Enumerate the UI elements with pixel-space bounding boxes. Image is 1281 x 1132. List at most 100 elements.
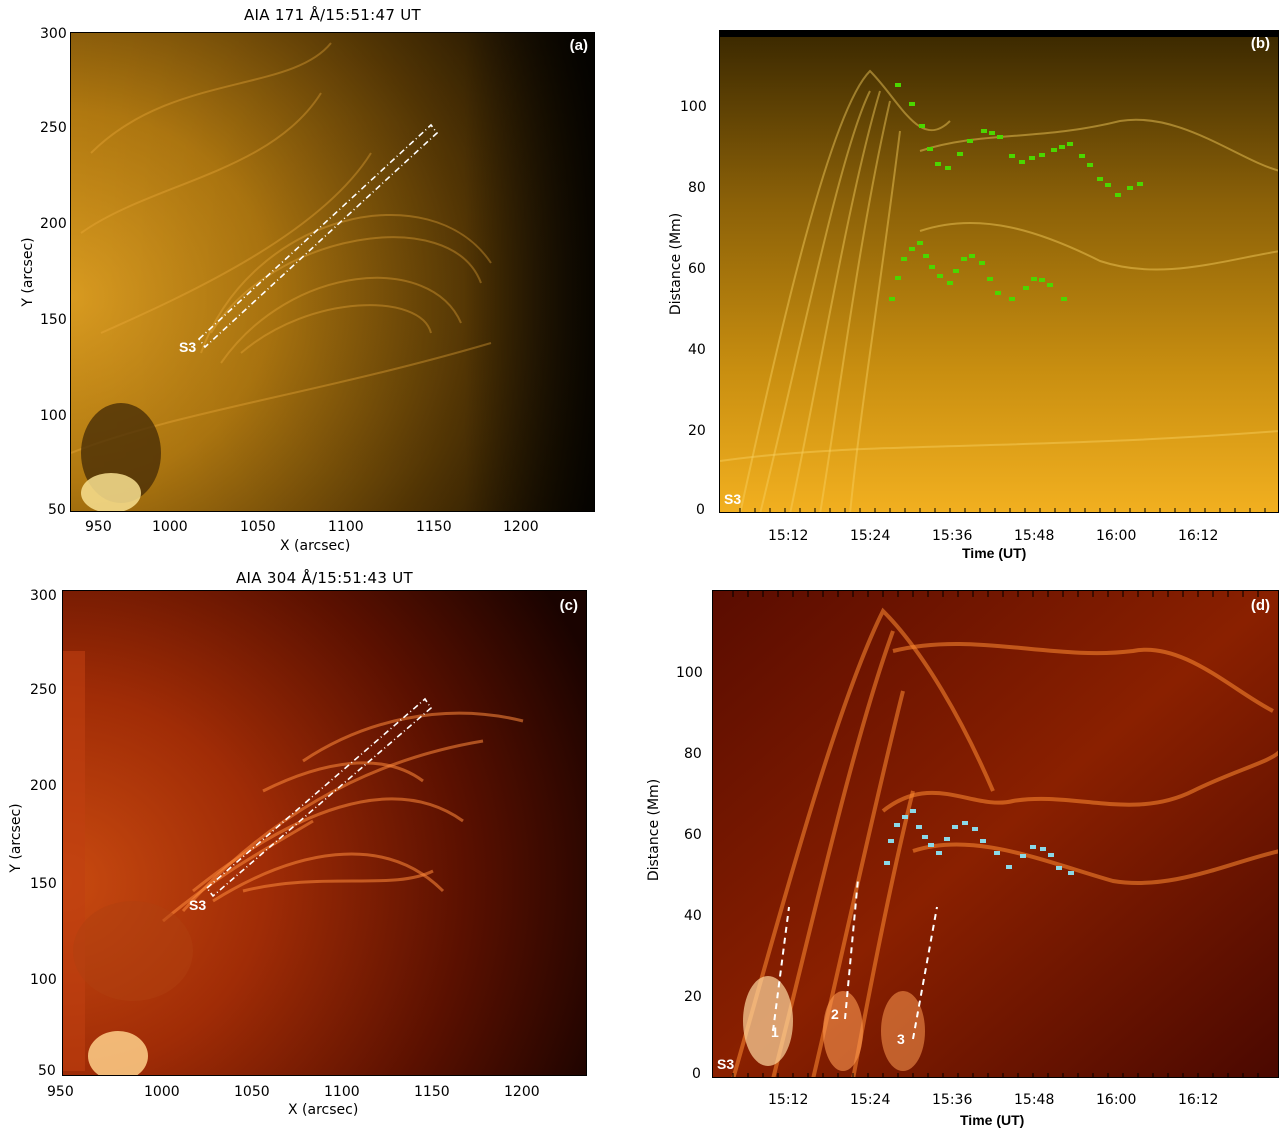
x-tick: 1100 xyxy=(328,519,364,535)
marker xyxy=(884,861,890,865)
marker xyxy=(1023,286,1029,290)
x-tick: 1200 xyxy=(504,1084,540,1100)
marker xyxy=(1061,297,1067,301)
panel-b-plot: S3 (b) xyxy=(719,30,1279,513)
slit-label: S3 xyxy=(717,1056,735,1072)
marker xyxy=(1079,154,1085,158)
panel-d: S3 1 2 3 (d) Distance (Mm) 100 80 60 40 … xyxy=(640,566,1281,1132)
marker xyxy=(1020,854,1026,858)
x-tick: 15:12 xyxy=(768,528,809,544)
track-label-1: 1 xyxy=(771,1024,779,1040)
marker xyxy=(1115,193,1121,197)
y-tick: 100 xyxy=(676,665,703,681)
y-tick: 50 xyxy=(38,1063,56,1079)
marker xyxy=(895,276,901,280)
marker xyxy=(919,124,925,128)
x-tick: 950 xyxy=(85,519,112,535)
y-tick: 0 xyxy=(692,1066,701,1082)
marker xyxy=(962,821,968,825)
x-tick: 1200 xyxy=(503,519,539,535)
x-tick: 15:36 xyxy=(932,528,973,544)
slit-s3-box xyxy=(197,123,439,349)
marker xyxy=(902,815,908,819)
y-tick: 40 xyxy=(684,908,702,924)
marker xyxy=(889,297,895,301)
y-tick: 20 xyxy=(684,989,702,1005)
marker xyxy=(922,835,928,839)
marker xyxy=(979,261,985,265)
marker xyxy=(909,247,915,251)
x-tick: 1000 xyxy=(152,519,188,535)
x-tick: 15:36 xyxy=(932,1092,973,1108)
track-label-3: 3 xyxy=(897,1031,905,1047)
marker xyxy=(1059,145,1065,149)
marker xyxy=(957,152,963,156)
cyan-markers xyxy=(884,809,1074,875)
marker xyxy=(1105,183,1111,187)
panel-a-xlabel: X (arcsec) xyxy=(280,538,351,554)
x-tick: 1100 xyxy=(324,1084,360,1100)
y-tick: 80 xyxy=(684,746,702,762)
marker xyxy=(909,102,915,106)
x-tick: 15:24 xyxy=(850,1092,891,1108)
panel-d-tag: (d) xyxy=(1250,597,1270,614)
panel-b-tag: (b) xyxy=(1250,35,1270,52)
x-tick: 15:48 xyxy=(1014,1092,1055,1108)
marker xyxy=(967,139,973,143)
x-tick: 1150 xyxy=(414,1084,450,1100)
marker xyxy=(995,291,1001,295)
y-tick: 300 xyxy=(30,588,57,604)
panel-c-ylabel: Y (arcsec) xyxy=(8,803,24,873)
marker xyxy=(981,129,987,133)
panel-c-tag: (c) xyxy=(559,597,578,614)
marker xyxy=(1040,847,1046,851)
marker xyxy=(994,851,1000,855)
marker xyxy=(928,843,934,847)
panel-b-xlabel: Time (UT) xyxy=(962,545,1027,561)
marker xyxy=(1097,177,1103,181)
panel-a-image: S3 (a) xyxy=(70,32,595,512)
panel-a-title: AIA 171 Å/15:51:47 UT xyxy=(243,6,421,24)
marker xyxy=(953,269,959,273)
marker xyxy=(937,274,943,278)
slit-label: S3 xyxy=(179,339,197,355)
track-label-2: 2 xyxy=(831,1006,839,1022)
marker xyxy=(1137,182,1143,186)
slit-label: S3 xyxy=(724,491,742,507)
marker xyxy=(894,823,900,827)
x-tick: 1050 xyxy=(240,519,276,535)
x-tick: 16:00 xyxy=(1096,528,1137,544)
marker xyxy=(1031,277,1037,281)
marker xyxy=(910,809,916,813)
marker xyxy=(945,166,951,170)
y-tick: 150 xyxy=(30,876,57,892)
marker xyxy=(1067,142,1073,146)
y-tick: 200 xyxy=(30,778,57,794)
y-tick: 200 xyxy=(40,216,67,232)
marker xyxy=(923,254,929,258)
x-tick: 1050 xyxy=(234,1084,270,1100)
y-tick: 100 xyxy=(40,408,67,424)
x-tick: 15:24 xyxy=(850,528,891,544)
panel-a-tag: (a) xyxy=(569,37,588,54)
marker xyxy=(1051,148,1057,152)
streaks xyxy=(720,69,1278,512)
aia171-map xyxy=(71,33,594,511)
aia304-map xyxy=(63,591,586,1075)
marker xyxy=(1029,156,1035,160)
marker xyxy=(980,839,986,843)
panel-d-minor-ticks xyxy=(732,591,1259,1077)
y-tick: 80 xyxy=(688,180,706,196)
y-tick: 150 xyxy=(40,312,67,328)
x-tick: 15:12 xyxy=(768,1092,809,1108)
x-tick: 1150 xyxy=(416,519,452,535)
y-tick: 100 xyxy=(680,99,707,115)
slit-s3-box xyxy=(205,697,433,898)
slit-label: S3 xyxy=(189,897,207,913)
marker xyxy=(1006,865,1012,869)
marker xyxy=(901,257,907,261)
marker xyxy=(936,851,942,855)
green-markers xyxy=(889,83,1143,301)
marker xyxy=(1056,866,1062,870)
marker xyxy=(997,135,1003,139)
